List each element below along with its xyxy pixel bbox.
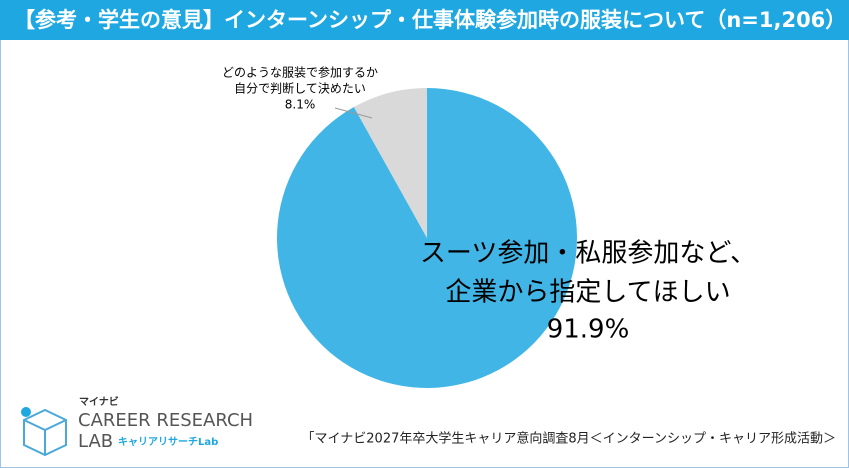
slice-label: スーツ参加・私服参加など、	[420, 239, 756, 269]
slice-label: 自分で判断して決めたい	[234, 81, 366, 96]
logo-text: CAREER RESEARCH	[78, 410, 253, 431]
leader-line	[334, 107, 373, 119]
logo-icon	[21, 407, 67, 457]
logo-brand: マイナビ	[79, 395, 119, 408]
source-note: 「マイナビ2027年卒大学生キャリア意向調査8月＜インターンシップ・キャリア形成…	[302, 431, 836, 447]
logo-text: LAB	[78, 431, 113, 452]
value-label: 8.1%	[285, 98, 316, 112]
title-bar	[0, 0, 849, 40]
logo-sub: キャリアリサーチLab	[118, 436, 218, 448]
pie-slice	[353, 88, 427, 238]
slice-label: どのような服装で参加するか	[222, 65, 378, 80]
slice-label: 企業から指定してほしい	[445, 278, 730, 308]
pie-slice	[277, 88, 577, 389]
pie	[277, 88, 577, 389]
value-label: 91.9%	[547, 315, 630, 345]
chart-title: 【参考・学生の意見】インターンシップ・仕事体験参加時の服装について（n=1,20…	[14, 8, 846, 32]
